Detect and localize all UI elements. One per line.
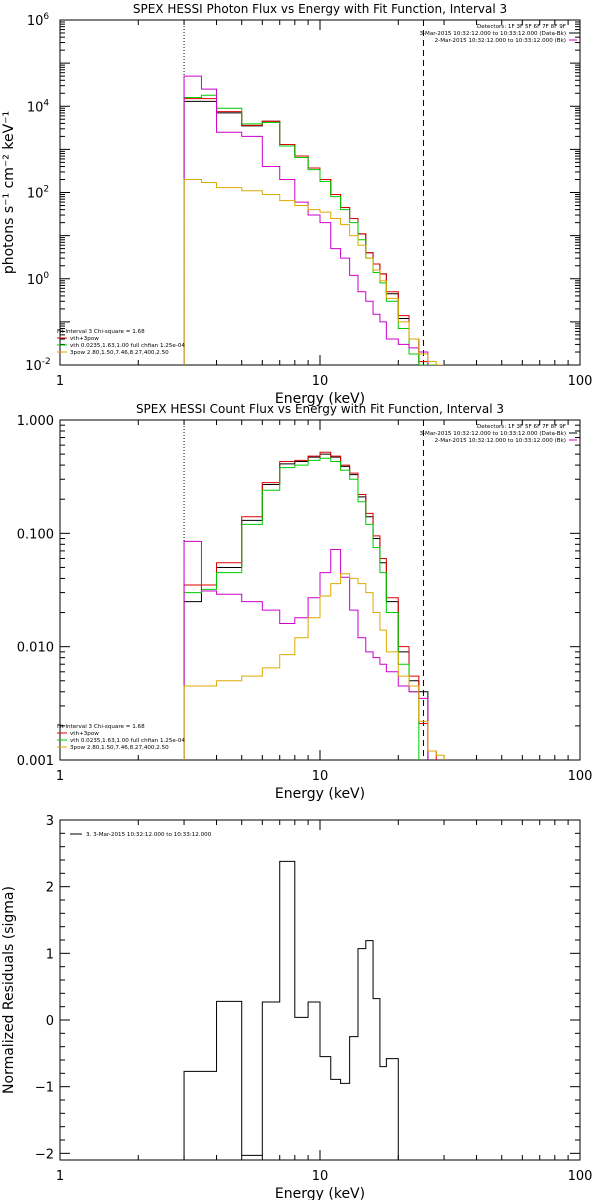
series-line-3	[183, 540, 429, 760]
y-tick-base: 10	[27, 187, 44, 202]
x-tick-label: 1	[56, 769, 64, 784]
series-line-4	[183, 179, 445, 365]
y-tick-label: −2	[35, 1147, 54, 1162]
x-tick-label: 10	[312, 374, 329, 389]
y-tick-label: 10-2	[25, 357, 51, 374]
legend-bottomleft-header: Fit Interval 3 Chi-square = 1.68	[57, 724, 145, 730]
y-tick-exponent: 0	[43, 271, 49, 281]
series-line-2	[183, 457, 420, 760]
series-group	[183, 75, 445, 365]
x-tick-label: 1	[56, 374, 64, 389]
y-tick-base: 10	[25, 359, 42, 374]
legend-bottomleft-text: vth+3pow	[70, 336, 99, 342]
y-tick-base: 10	[27, 14, 44, 29]
series-line-1	[183, 451, 437, 760]
y-tick-label: 3	[46, 814, 54, 829]
y-axis-label: photons s⁻¹ cm⁻² keV⁻¹	[1, 111, 17, 274]
y-tick-label: 102	[27, 185, 49, 202]
legend-bottomleft-text: vth 0.0235,1.63,1.00 full chfian 1.25e-0…	[70, 343, 185, 349]
legend-topright-text: 3-Mar-2015 10:32:12.000 to 10:33:12.000 …	[419, 431, 566, 437]
y-tick-exponent: -2	[42, 357, 51, 367]
x-tick-label: 10	[312, 1169, 329, 1184]
legend-topright-text: Detectors: 1F 3F 5F 6F 7F 8F 9F	[477, 24, 566, 30]
legend-bottomleft-text: 3pow 2.80,1.50,7.46,8.27,400,2.50	[70, 745, 169, 751]
y-tick-label: 106	[27, 12, 50, 29]
series-group	[183, 451, 445, 760]
plot-frame	[59, 19, 581, 366]
legend-bottomleft-header: Fit Interval 3 Chi-square = 1.68	[57, 329, 145, 335]
plot-title: SPEX HESSI Count Flux vs Energy with Fit…	[136, 402, 504, 416]
legend-topright-text: 2-Mar-2015 10:32:12.000 to 10:33:12.000 …	[435, 438, 566, 444]
x-tick-label: 10	[312, 769, 329, 784]
x-tick-label: 100	[568, 374, 593, 389]
y-tick-base: 10	[27, 273, 44, 288]
y-tick-label: 2	[46, 881, 54, 896]
series-line-3	[183, 75, 429, 365]
y-tick-label: 100	[27, 271, 50, 288]
series-line-2	[183, 94, 437, 365]
series-group	[183, 860, 399, 1160]
residuals-panel: 1 10 100 Energy (keV) −2 −1 0 1 2 3 Normalized Res…	[1, 814, 593, 1202]
x-axis-label: Energy (keV)	[275, 391, 365, 407]
x-axis-label: Energy (keV)	[275, 786, 365, 802]
x-tick-label: 100	[568, 769, 593, 784]
legend-topleft-text: 3. 3-Mar-2015 10:32:12.000 to 10:33:12.0…	[86, 832, 212, 838]
y-tick-base: 10	[27, 100, 44, 115]
legend-topright-text: Detectors: 1F 3F 5F 6F 7F 8F 9F	[477, 424, 566, 430]
y-tick-exponent: 4	[43, 98, 49, 108]
legend-bottomleft-text: 3pow 2.80,1.50,7.46,8.27,400,2.50	[70, 350, 169, 356]
x-axis-label: Energy (keV)	[275, 1186, 365, 1200]
legend-topright-text: 3-Mar-2015 10:32:12.000 to 10:33:12.000 …	[419, 31, 566, 37]
series-line-1	[183, 98, 437, 365]
y-tick-label: 0.001	[17, 754, 54, 769]
y-tick-label: −1	[35, 1081, 54, 1096]
y-tick-label: 104	[27, 98, 50, 115]
x-tick-label: 100	[568, 1169, 593, 1184]
plot-frame	[59, 819, 581, 1161]
series-line-4	[183, 573, 445, 760]
legend-bottomleft-text: vth 0.0235,1.63,1.00 full chfian 1.25e-0…	[70, 738, 185, 744]
legend-bottomleft-text: vth+3pow	[70, 731, 99, 737]
y-tick-label: 0.010	[17, 641, 54, 656]
series-line-0	[183, 860, 399, 1160]
x-tick-label: 1	[56, 1169, 64, 1184]
plot-title: SPEX HESSI Photon Flux vs Energy with Fi…	[133, 2, 507, 16]
series-line-0	[183, 453, 429, 760]
y-tick-label: 0.100	[17, 527, 54, 542]
y-tick-label: 1.000	[17, 414, 54, 429]
y-tick-exponent: 6	[43, 12, 49, 22]
legend-topright-text: 2-Mar-2015 10:32:12.000 to 10:33:12.000 …	[435, 38, 566, 44]
photon-flux-panel: SPEX HESSI Photon Flux vs Energy with Fi…	[1, 2, 592, 407]
y-tick-label: 1	[46, 947, 54, 962]
y-tick-exponent: 2	[43, 185, 49, 195]
count-flux-panel: SPEX HESSI Count Flux vs Energy with Fit…	[17, 402, 593, 802]
y-tick-label: 0	[46, 1014, 54, 1029]
y-axis-label: Normalized Residuals (sigma)	[1, 886, 17, 1094]
